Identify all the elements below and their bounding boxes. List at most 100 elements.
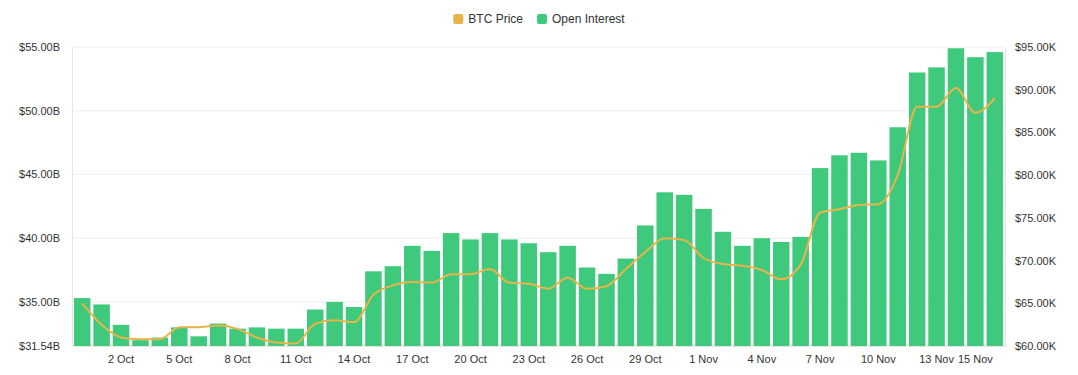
y-tick: $55.00B [19,41,72,53]
x-tick: 17 Oct [396,346,428,365]
x-tick-label: 14 Oct [338,353,370,365]
bar [773,242,790,346]
bar [987,52,1004,346]
x-tick-label: 13 Nov [919,353,954,365]
bar [967,57,984,346]
y-tick-label: $50.00B [19,105,60,117]
bar [443,233,460,346]
bar [831,155,848,346]
y-tick-label: $55.00B [19,41,60,53]
bar [754,238,771,346]
x-tick: 11 Oct [280,346,312,365]
axis-line [1005,48,1006,347]
y2-tick-label: $70.00K [1015,255,1057,267]
grid-line [72,47,1005,48]
legend: BTC PriceOpen Interest [453,12,625,26]
bar [618,259,635,346]
legend-label: BTC Price [468,12,523,26]
x-tick: 4 Nov [747,346,776,365]
y-tick-label: $40.00B [19,232,60,244]
x-tick: 5 Oct [166,346,192,365]
x-tick-label: 10 Nov [861,353,896,365]
bar [501,239,518,346]
x-tick-label: 26 Oct [571,353,603,365]
x-tick-label: 4 Nov [747,353,776,365]
bar-series [74,48,1003,346]
bar [889,127,906,346]
y2-tick-label: $60.00K [1015,340,1057,352]
bar [734,246,751,346]
x-tick: 1 Nov [689,346,718,365]
bar [210,324,227,346]
bar [559,246,576,346]
y2-tick: $85.00K [1005,126,1057,138]
bar [909,72,926,346]
legend-swatch [537,14,547,24]
bar [695,209,712,346]
y2-tick-label: $85.00K [1015,126,1057,138]
bar [928,67,945,346]
y2-tick-label: $95.00K [1015,41,1057,53]
x-tick-label: 15 Nov [958,353,993,365]
x-tick-label: 17 Oct [396,353,428,365]
bar [656,192,673,346]
x-tick-label: 20 Oct [454,353,486,365]
marks [74,48,1003,346]
y-tick: $31.54B [19,340,72,352]
bar [715,232,732,346]
y2-tick: $70.00K [1005,255,1057,267]
bar [132,340,149,346]
x-tick: 10 Nov [861,346,896,365]
grid-line [72,110,1005,111]
grid [72,47,1005,346]
y-tick: $50.00B [19,105,72,117]
bar [365,271,382,346]
y-tick: $40.00B [19,232,72,244]
y-tick-label: $45.00B [19,168,60,180]
bar [521,243,538,346]
legend-item: BTC Price [453,12,523,26]
x-tick: 23 Oct [513,346,545,365]
x-tick-label: 23 Oct [513,353,545,365]
y2-tick-label: $65.00K [1015,297,1057,309]
x-tick-label: 5 Oct [166,353,192,365]
bar [482,233,499,346]
x-tick: 15 Nov [958,346,993,365]
bar [598,274,615,346]
x-axis: 2 Oct 5 Oct 8 Oct 11 Oct 14 Oct 17 Oct 20 Oct 2… [73,346,1006,365]
y2-tick: $60.00K [1005,340,1057,352]
legend-swatch [453,14,463,24]
x-tick: 29 Oct [629,346,661,365]
bar [423,251,440,346]
bar [851,153,868,346]
y-tick-label: $35.00B [19,296,60,308]
x-tick-label: 29 Oct [629,353,661,365]
line [82,88,995,343]
x-tick: 13 Nov [919,346,954,365]
y2-axis: $60.00K$65.00K$70.00K$75.00K$80.00K$85.0… [1005,41,1057,352]
axis-line [72,48,73,347]
y2-tick-label: $75.00K [1015,212,1057,224]
x-tick: 26 Oct [571,346,603,365]
bar [579,267,596,346]
bar [190,336,207,346]
y2-tick: $65.00K [1005,297,1057,309]
bar [870,160,887,346]
bar [792,237,809,346]
bar [74,298,91,346]
x-tick: 7 Nov [806,346,835,365]
y2-tick: $75.00K [1005,212,1057,224]
x-tick: 2 Oct [108,346,134,365]
bar [676,195,693,346]
y-tick-label: $31.54B [19,340,60,352]
bar [346,307,363,346]
x-tick-label: 1 Nov [689,353,718,365]
bar [385,266,402,346]
bar [637,225,654,346]
x-tick-label: 11 Oct [280,353,312,365]
y2-tick: $90.00K [1005,84,1057,96]
x-tick: 8 Oct [224,346,250,365]
axis-line [73,346,1006,347]
y2-tick: $95.00K [1005,41,1057,53]
y2-tick-label: $90.00K [1015,84,1057,96]
